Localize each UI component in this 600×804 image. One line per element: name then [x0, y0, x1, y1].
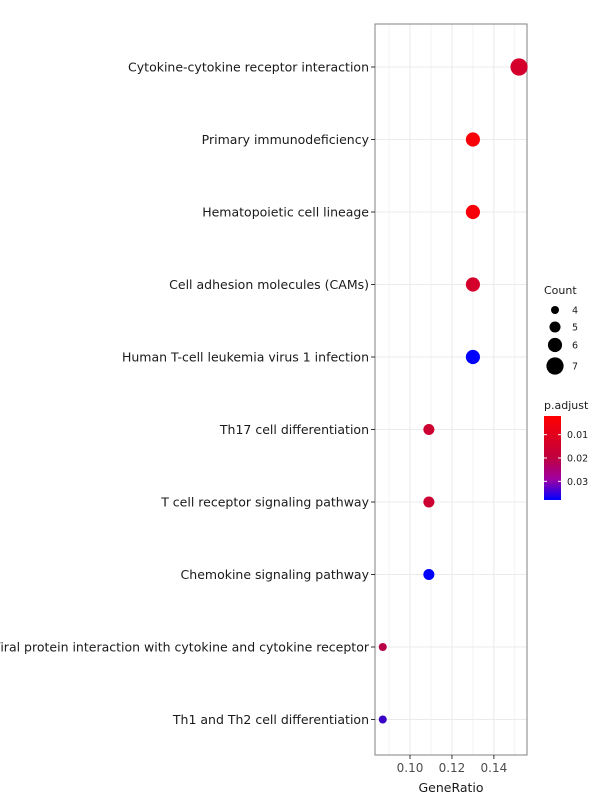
y-tick-label: Hematopoietic cell lineage	[202, 205, 369, 220]
plot-panel-border	[374, 23, 528, 756]
y-tick-label: Viral protein interaction with cytokine …	[0, 640, 370, 655]
size-legend-key	[547, 337, 563, 353]
data-point	[465, 349, 480, 365]
data-point	[510, 58, 528, 76]
y-tick-label: Th1 and Th2 cell differentiation	[172, 712, 369, 727]
color-legend-label: 0.03	[567, 477, 588, 488]
data-point	[423, 423, 435, 436]
data-point	[465, 132, 480, 147]
data-point	[465, 204, 480, 220]
color-legend-label: 0.01	[567, 430, 588, 441]
x-tick-label: 0.12	[439, 761, 466, 775]
x-tick-label: 0.10	[397, 761, 424, 775]
data-point	[465, 277, 480, 292]
size-legend-key	[549, 321, 561, 333]
plot-panel	[375, 24, 527, 755]
y-tick-label: T cell receptor signaling pathway	[160, 495, 369, 510]
size-legend-key	[546, 357, 564, 375]
color-legend-title: p.adjust	[544, 399, 589, 412]
y-tick-label: Primary immunodeficiency	[202, 132, 370, 147]
y-tick-label: Cytokine-cytokine receptor interaction	[128, 60, 369, 75]
data-point	[423, 496, 435, 508]
size-legend-label: 6	[572, 341, 578, 352]
data-point	[423, 568, 435, 581]
color-legend-bar	[544, 416, 561, 500]
y-tick-label: Chemokine signaling pathway	[181, 567, 370, 582]
x-axis-title: GeneRatio	[418, 780, 483, 795]
y-tick-label: Th17 cell differentiation	[219, 422, 369, 437]
color-legend-label: 0.02	[567, 454, 588, 465]
size-legend-label: 4	[572, 306, 578, 317]
data-point	[378, 643, 387, 651]
y-tick-label: Human T-cell leukemia virus 1 infection	[122, 350, 369, 365]
size-legend-key	[551, 306, 559, 314]
size-legend-label: 5	[572, 323, 578, 334]
y-tick-label: Cell adhesion molecules (CAMs)	[169, 277, 369, 292]
data-point	[378, 715, 387, 724]
size-legend-label: 7	[572, 362, 578, 373]
x-tick-label: 0.14	[481, 761, 508, 775]
size-legend-title: Count	[544, 284, 577, 297]
